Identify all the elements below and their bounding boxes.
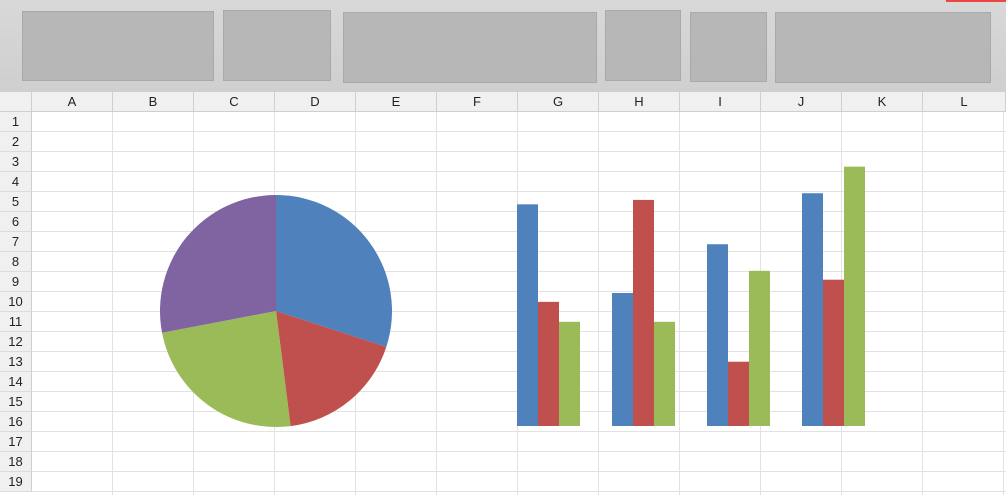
bar-series2-group4[interactable] [823, 279, 844, 426]
bar-series1-group3[interactable] [707, 244, 728, 426]
column-header-e[interactable]: E [356, 92, 437, 112]
column-header-f[interactable]: F [437, 92, 518, 112]
column-header-b[interactable]: B [113, 92, 194, 112]
ribbon-group-2[interactable] [223, 10, 331, 81]
row-header-8[interactable]: 8 [0, 252, 32, 272]
row-header-12[interactable]: 12 [0, 332, 32, 352]
row-header-11[interactable]: 11 [0, 312, 32, 332]
bar-series3-group4[interactable] [844, 166, 865, 426]
bar-series3-group2[interactable] [654, 321, 675, 426]
row-header-17[interactable]: 17 [0, 432, 32, 452]
window-edge-accent [946, 0, 1006, 2]
row-header-3[interactable]: 3 [0, 152, 32, 172]
row-header-18[interactable]: 18 [0, 452, 32, 472]
row-header-6[interactable]: 6 [0, 212, 32, 232]
column-header-j[interactable]: J [761, 92, 842, 112]
ribbon-group-4[interactable] [605, 10, 681, 81]
bar-series1-group4[interactable] [802, 193, 823, 426]
bar-series1-group2[interactable] [612, 293, 633, 426]
row-header-2[interactable]: 2 [0, 132, 32, 152]
pie-slice-3[interactable] [162, 311, 291, 427]
column-header-h[interactable]: H [599, 92, 680, 112]
row-header-14[interactable]: 14 [0, 372, 32, 392]
ribbon-group-3[interactable] [343, 12, 597, 83]
bar-series2-group3[interactable] [728, 361, 749, 426]
row-header-1[interactable]: 1 [0, 112, 32, 132]
column-header-g[interactable]: G [518, 92, 599, 112]
bar-series3-group1[interactable] [559, 321, 580, 426]
ribbon-group-6[interactable] [775, 12, 991, 83]
bar-series3-group3[interactable] [749, 270, 770, 426]
ribbon-group-5[interactable] [690, 12, 767, 82]
column-header-a[interactable]: A [32, 92, 113, 112]
row-header-4[interactable]: 4 [0, 172, 32, 192]
row-header-5[interactable]: 5 [0, 192, 32, 212]
charts-layer [159, 166, 865, 427]
bar-series2-group1[interactable] [538, 301, 559, 426]
ribbon-toolbar [0, 0, 1006, 93]
row-header-13[interactable]: 13 [0, 352, 32, 372]
pie-chart[interactable] [159, 195, 393, 427]
pie-slice-2[interactable] [276, 311, 387, 427]
row-header-7[interactable]: 7 [0, 232, 32, 252]
column-header-d[interactable]: D [275, 92, 356, 112]
row-header-19[interactable]: 19 [0, 472, 32, 492]
row-header-10[interactable]: 10 [0, 292, 32, 312]
row-header-15[interactable]: 15 [0, 392, 32, 412]
ribbon-group-1[interactable] [22, 11, 214, 81]
pie-slice-4[interactable] [159, 195, 276, 333]
row-header-16[interactable]: 16 [0, 412, 32, 432]
column-header-c[interactable]: C [194, 92, 275, 112]
bar-series2-group2[interactable] [633, 199, 654, 426]
pie-slice-1[interactable] [276, 195, 393, 347]
bar-series1-group1[interactable] [517, 204, 538, 426]
bar-chart[interactable] [517, 166, 865, 426]
column-header-i[interactable]: I [680, 92, 761, 112]
select-all-corner[interactable] [0, 92, 32, 112]
column-header-k[interactable]: K [842, 92, 923, 112]
row-header-9[interactable]: 9 [0, 272, 32, 292]
